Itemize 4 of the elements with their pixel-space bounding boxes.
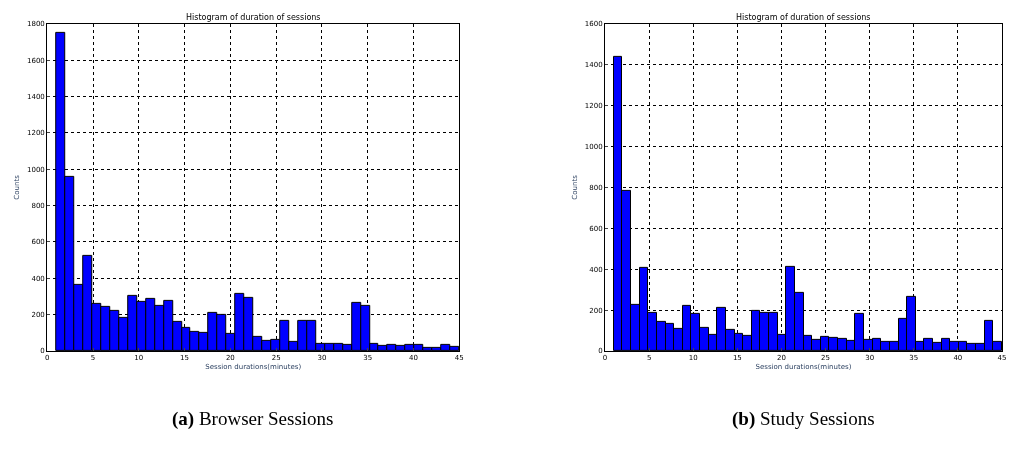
text: (a) Browser Sessions — [172, 408, 334, 430]
text: (b) Study Sessions — [732, 408, 875, 430]
chart-title: Histogram of duration of sessions — [186, 13, 321, 22]
chart-title: Histogram of duration of sessions — [736, 13, 871, 22]
